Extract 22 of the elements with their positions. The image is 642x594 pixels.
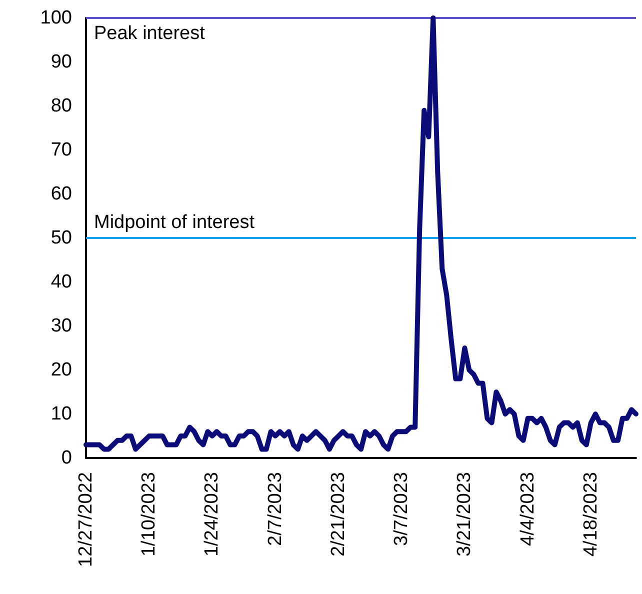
x-tick-label: 3/7/2023 (391, 472, 412, 546)
x-tick-label: 12/27/2022 (76, 472, 96, 568)
y-tick-label: 50 (50, 228, 72, 248)
x-tick-label: 1/10/2023 (138, 472, 160, 557)
y-tick-label: 30 (50, 316, 72, 336)
ref-line-label: Midpoint of interest (94, 212, 256, 233)
x-tick-label: 3/21/2023 (454, 472, 476, 557)
x-tick-label: 2/21/2023 (328, 472, 349, 557)
y-tick-label: 90 (50, 52, 72, 72)
y-tick-label: 100 (40, 8, 72, 28)
y-tick-label: 40 (50, 272, 72, 292)
x-tick-label: 2/7/2023 (264, 472, 286, 546)
y-tick-label: 70 (50, 140, 72, 160)
ref-line-label: Peak interest (94, 23, 206, 44)
x-tick-label: 1/24/2023 (202, 472, 223, 557)
y-tick-label: 10 (50, 404, 72, 424)
y-tick-label: 20 (50, 360, 72, 380)
x-tick-label: 4/4/2023 (517, 472, 538, 546)
y-tick-label: 80 (50, 96, 72, 116)
y-tick-label: 0 (61, 448, 72, 468)
x-tick-label: 4/18/2023 (580, 472, 602, 557)
y-tick-label: 60 (50, 184, 72, 204)
